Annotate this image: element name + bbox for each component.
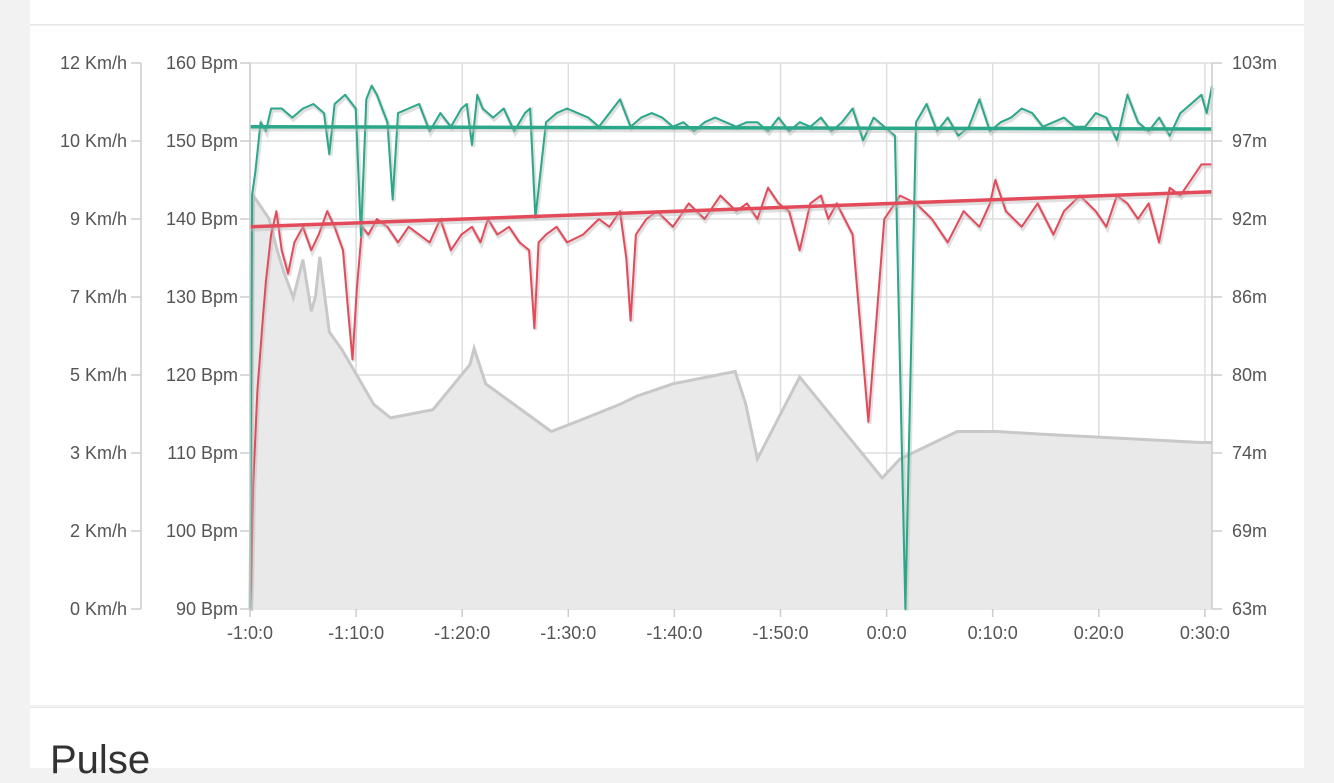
x-tick-label: -1:30:0 <box>540 623 596 643</box>
x-tick-label: -1:50:0 <box>752 623 808 643</box>
hr-tick-label: 100 Bpm <box>166 521 238 541</box>
altitude-tick-label: 92m <box>1232 209 1267 229</box>
speed-tick-label: 10 Km/h <box>60 131 127 151</box>
activity-chart: 0 Km/h 2 Km/h 3 Km/h 5 Km/h 7 Km/h 9 Km/h 10 K… <box>60 53 1277 643</box>
speed-tick-label: 9 Km/h <box>70 209 127 229</box>
hr-tick-label: 160 Bpm <box>166 53 238 73</box>
altitude-tick-label: 74m <box>1232 443 1267 463</box>
x-tick-label: 0:20:0 <box>1074 623 1124 643</box>
x-tick-label: 0:30:0 <box>1180 623 1230 643</box>
altitude-area <box>250 195 1212 609</box>
hr-tick-label: 90 Bpm <box>176 599 238 619</box>
speed-tick-label: 7 Km/h <box>70 287 127 307</box>
altitude-tick-label: 86m <box>1232 287 1267 307</box>
altitude-line <box>248 190 1212 610</box>
altitude-tick-label: 63m <box>1232 599 1267 619</box>
altitude-tick-label: 80m <box>1232 365 1267 385</box>
speed-tick-label: 0 Km/h <box>70 599 127 619</box>
hr-tick-label: 110 Bpm <box>167 443 238 463</box>
altitude-area-series <box>248 190 1212 610</box>
altitude-tick-label: 69m <box>1232 521 1267 541</box>
x-tick-label: -1:10:0 <box>328 623 384 643</box>
hr_trend-shadow <box>250 190 1214 232</box>
x-tick-label: 0:10:0 <box>968 623 1018 643</box>
x-tick-label: -1:20:0 <box>434 623 490 643</box>
speed-tick-label: 3 Km/h <box>70 443 127 463</box>
hr-tick-label: 140 Bpm <box>166 209 238 229</box>
speed_trend-shadow <box>250 125 1214 134</box>
hr_trend-line <box>249 189 1213 229</box>
speed_trend-line <box>249 124 1213 131</box>
axes: 0 Km/h 2 Km/h 3 Km/h 5 Km/h 7 Km/h 9 Km/h 10 K… <box>60 53 1277 643</box>
heart_rate-line <box>249 163 1212 610</box>
x-tick-label: -1:40:0 <box>646 623 702 643</box>
line-series <box>249 83 1215 612</box>
x-tick-label: 0:0:0 <box>867 623 907 643</box>
x-tick-label: -1:0:0 <box>227 623 273 643</box>
altitude-tick-label: 103m <box>1232 53 1277 73</box>
speed-tick-label: 5 Km/h <box>70 365 127 385</box>
altitude-tick-label: 97m <box>1232 131 1267 151</box>
hr-tick-label: 130 Bpm <box>166 287 238 307</box>
speed-line <box>249 84 1213 610</box>
hr-tick-label: 120 Bpm <box>166 365 238 385</box>
speed-tick-label: 2 Km/h <box>70 521 127 541</box>
previous-card <box>30 0 1304 25</box>
hr-tick-label: 150 Bpm <box>166 131 238 151</box>
speed-tick-label: 12 Km/h <box>60 53 127 73</box>
